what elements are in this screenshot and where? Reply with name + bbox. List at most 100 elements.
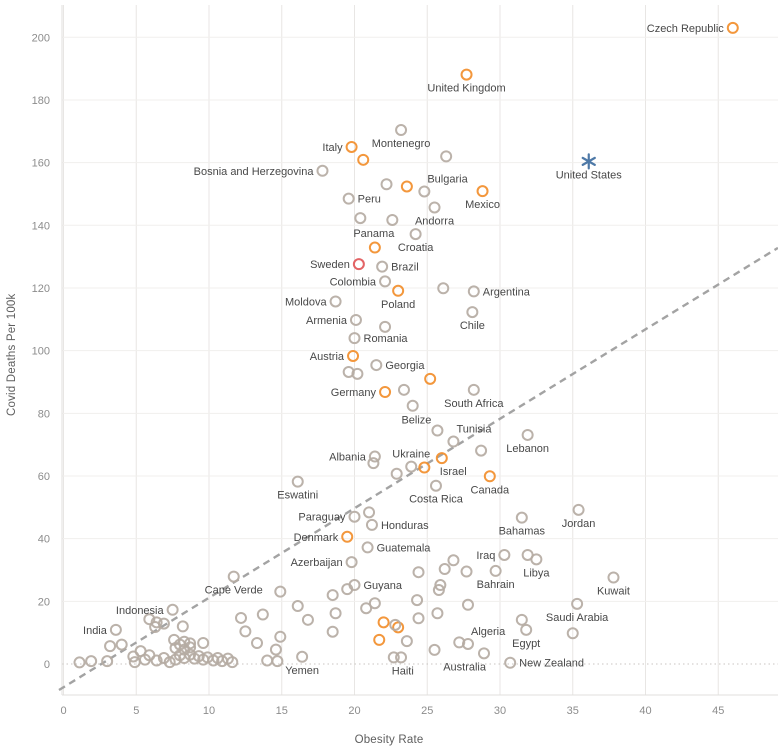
data-point[interactable]: [432, 584, 445, 597]
data-point[interactable]: [360, 602, 373, 615]
data-point[interactable]: [274, 585, 287, 598]
data-point[interactable]: [571, 597, 584, 610]
data-point[interactable]: [261, 654, 274, 667]
data-point[interactable]: [726, 21, 739, 34]
data-point[interactable]: [483, 470, 496, 483]
data-point[interactable]: [345, 140, 358, 153]
data-point[interactable]: [342, 192, 355, 205]
data-point[interactable]: [412, 612, 425, 625]
data-point[interactable]: [301, 613, 314, 626]
data-point[interactable]: [149, 621, 162, 634]
data-point[interactable]: [379, 275, 392, 288]
data-point[interactable]: [453, 636, 466, 649]
data-point[interactable]: [361, 541, 374, 554]
data-point[interactable]: [348, 332, 361, 345]
data-point[interactable]: [235, 611, 248, 624]
data-point[interactable]: [316, 164, 329, 177]
data-point[interactable]: [109, 623, 122, 636]
data-point[interactable]: [476, 185, 489, 198]
data-point[interactable]: [326, 589, 339, 602]
data-point[interactable]: [504, 656, 517, 669]
data-point[interactable]: [520, 623, 533, 636]
data-point[interactable]: [329, 295, 342, 308]
data-point[interactable]: [428, 201, 441, 214]
data-point[interactable]: [607, 571, 620, 584]
data-point[interactable]: [498, 548, 511, 561]
data-point[interactable]: [447, 435, 460, 448]
data-point[interactable]: [466, 306, 479, 319]
data-point[interactable]: [341, 583, 354, 596]
data-point[interactable]: [101, 655, 114, 668]
data-point[interactable]: [357, 153, 370, 166]
data-point[interactable]: [256, 608, 269, 621]
data-point[interactable]: [351, 367, 364, 380]
data-point[interactable]: [566, 627, 579, 640]
data-point[interactable]: [73, 656, 86, 669]
data-point[interactable]: [389, 618, 402, 631]
data-point[interactable]: [431, 607, 444, 620]
data-point[interactable]: [367, 457, 380, 470]
data-point[interactable]: [363, 506, 376, 519]
data-point[interactable]: [376, 260, 389, 273]
data-point[interactable]: [418, 461, 431, 474]
data-point[interactable]: [197, 637, 210, 650]
data-point[interactable]: [406, 399, 419, 412]
data-point[interactable]: [347, 349, 360, 362]
data-point[interactable]: [274, 630, 287, 643]
data-point[interactable]: [227, 570, 240, 583]
data-point[interactable]: [345, 556, 358, 569]
data-point[interactable]: [143, 613, 156, 626]
data-point[interactable]: [329, 607, 342, 620]
data-point[interactable]: [390, 467, 403, 480]
data-point[interactable]: [341, 530, 354, 543]
data-point[interactable]: [475, 444, 488, 457]
data-point[interactable]: [437, 282, 450, 295]
data-point[interactable]: [115, 638, 128, 651]
data-point[interactable]: [368, 597, 381, 610]
data-point[interactable]: [365, 518, 378, 531]
data-point[interactable]: [349, 313, 362, 326]
data-point[interactable]: [104, 640, 117, 653]
data-point[interactable]: [428, 643, 441, 656]
data-point[interactable]: [163, 656, 176, 669]
data-point[interactable]: [572, 503, 585, 516]
data-point[interactable]: [166, 603, 179, 616]
data-point[interactable]: [461, 598, 474, 611]
data-point[interactable]: [392, 621, 405, 634]
data-point[interactable]: [370, 359, 383, 372]
data-point[interactable]: [184, 641, 197, 654]
data-point[interactable]: [447, 554, 460, 567]
data-point[interactable]: [85, 655, 98, 668]
data-point[interactable]: [477, 647, 490, 660]
data-point[interactable]: [373, 633, 386, 646]
data-point[interactable]: [150, 654, 163, 667]
data-point[interactable]: [515, 613, 528, 626]
data-point[interactable]: [251, 637, 264, 650]
data-point[interactable]: [226, 656, 239, 669]
data-point[interactable]: [395, 124, 408, 137]
data-point[interactable]: [387, 651, 400, 664]
data-point[interactable]: [368, 241, 381, 254]
data-point[interactable]: [429, 479, 442, 492]
data-point[interactable]: [405, 460, 418, 473]
data-point[interactable]: [352, 258, 365, 271]
data-point[interactable]: [418, 185, 431, 198]
data-point[interactable]: [377, 616, 390, 629]
data-point[interactable]: [438, 563, 451, 576]
data-point[interactable]: [431, 424, 444, 437]
data-point[interactable]: [424, 372, 437, 385]
data-point[interactable]: [409, 228, 422, 241]
data-point[interactable]: [412, 566, 425, 579]
data-point[interactable]: [467, 285, 480, 298]
data-point[interactable]: [386, 213, 399, 226]
data-point[interactable]: [460, 68, 473, 81]
data-point[interactable]: [269, 643, 282, 656]
data-point[interactable]: [271, 655, 284, 668]
data-point[interactable]: [379, 386, 392, 399]
data-point[interactable]: [460, 565, 473, 578]
data-point[interactable]: [326, 625, 339, 638]
data-point[interactable]: [395, 651, 408, 664]
data-point[interactable]: [411, 594, 424, 607]
data-point[interactable]: [515, 511, 528, 524]
data-point[interactable]: [461, 637, 474, 650]
